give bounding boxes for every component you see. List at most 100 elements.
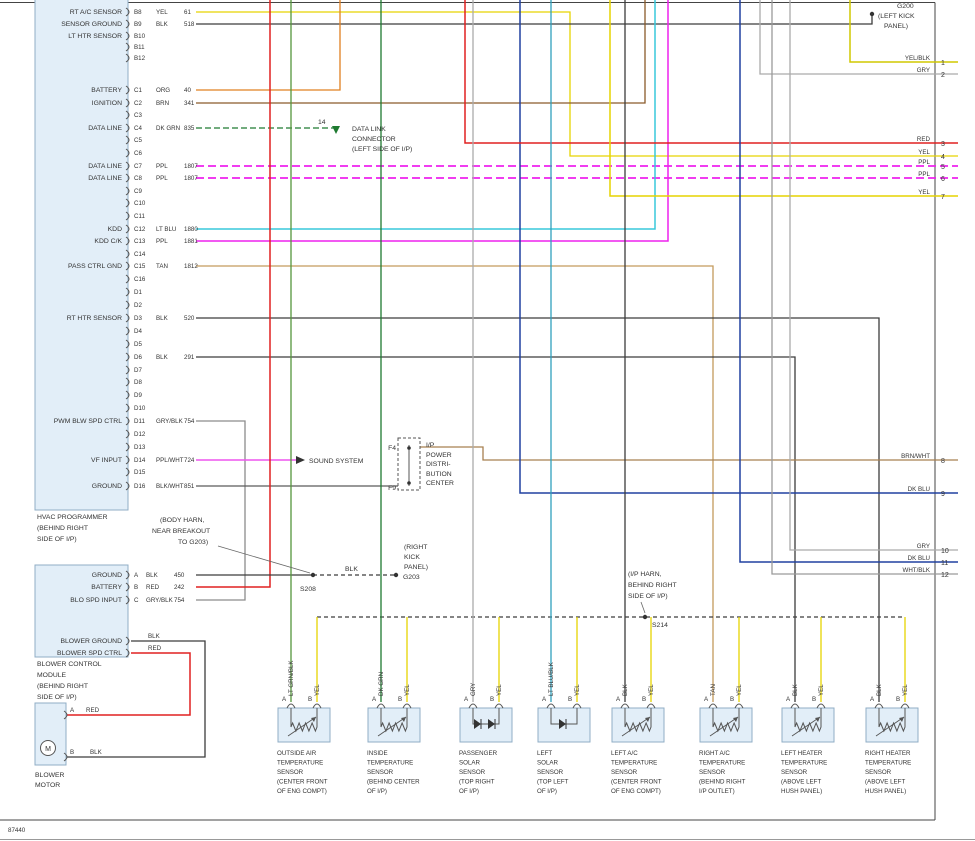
wire-color-label: DK GRN bbox=[378, 672, 385, 696]
thermistor-arrow-icon bbox=[287, 716, 317, 737]
pin-id: C9 bbox=[134, 188, 142, 195]
annotation-lines-2: SIDE OF I/P) bbox=[628, 593, 668, 600]
pin-bracket bbox=[125, 429, 130, 439]
arrowhead-icon bbox=[401, 717, 406, 722]
circuit-number: 851 bbox=[184, 483, 195, 490]
signal-label: KDD C/K bbox=[94, 238, 122, 245]
pin-id: C1 bbox=[134, 87, 142, 94]
signal-label: DATA LINE bbox=[88, 125, 122, 132]
sensor-label: OF I/P) bbox=[367, 788, 387, 795]
wire-color-label: PPL bbox=[156, 175, 168, 182]
wire-color-label: PPL/WHT bbox=[156, 457, 184, 464]
wire-color-label: YEL bbox=[574, 684, 581, 696]
circuit-number: 61 bbox=[184, 9, 191, 16]
wire-brn-wht bbox=[420, 446, 958, 461]
pin-id: D10 bbox=[134, 405, 146, 412]
stub-color-label: PPL bbox=[918, 159, 930, 166]
sensor-label: SENSOR bbox=[367, 769, 394, 776]
wire-gry bbox=[789, 0, 958, 551]
wire-yel-blk bbox=[849, 0, 958, 63]
power-distribution-center-box bbox=[397, 437, 421, 491]
annotation-label_lines-0: BLOWER bbox=[35, 772, 65, 779]
sensor-label: HUSH PANEL) bbox=[781, 788, 822, 795]
thermistor-arrow-icon bbox=[377, 716, 407, 737]
pin-bracket bbox=[125, 31, 130, 41]
annotation-lines-0: (BODY HARN, bbox=[160, 517, 205, 524]
pin-bracket bbox=[125, 287, 130, 297]
pin-bracket bbox=[125, 211, 130, 221]
circuit-number: 1807 bbox=[184, 175, 198, 182]
pin-bracket bbox=[125, 53, 130, 63]
pin-bracket bbox=[125, 148, 130, 158]
pin-bracket bbox=[125, 313, 130, 323]
stub-number: 8 bbox=[941, 458, 945, 465]
signal-label: GROUND bbox=[92, 483, 122, 490]
sensor-label: TEMPERATURE bbox=[611, 760, 657, 767]
wire-color-label: BLK bbox=[876, 683, 883, 696]
pin-id: C12 bbox=[134, 226, 146, 233]
pin-bracket bbox=[125, 186, 130, 196]
signal-label: BLOWER SPD CTRL bbox=[57, 650, 122, 657]
pin-bracket bbox=[125, 481, 130, 491]
pin-id: B bbox=[308, 696, 312, 703]
pin-id: C10 bbox=[134, 200, 146, 207]
arrowhead-icon bbox=[733, 717, 738, 722]
pin-bracket bbox=[125, 416, 130, 426]
pin-bracket bbox=[312, 703, 322, 709]
pin-bracket bbox=[125, 249, 130, 259]
stub-color-label: BRN/WHT bbox=[901, 453, 930, 460]
wire-blk bbox=[196, 356, 796, 702]
splice-s214-dot bbox=[642, 614, 648, 620]
sensor-label: (BEHIND CENTER bbox=[367, 779, 420, 786]
annotation-s214-label: S214 bbox=[652, 622, 668, 629]
annotation-lines-1: NEAR BREAKOUT bbox=[152, 528, 210, 535]
annotation-lines-0: G200 bbox=[897, 3, 914, 10]
annotation-lines-2: TO G203) bbox=[178, 539, 208, 546]
sensor-box bbox=[865, 707, 919, 743]
sensor-lead bbox=[472, 708, 500, 725]
diode-symbol bbox=[474, 719, 481, 729]
resistor-symbol bbox=[794, 708, 822, 733]
circuit-number: 450 bbox=[174, 572, 185, 579]
sensor-label: RIGHT A/C bbox=[699, 750, 730, 757]
wire-wht-blk bbox=[771, 0, 958, 575]
pin-id: A bbox=[704, 696, 709, 703]
stub-number: 3 bbox=[941, 141, 945, 148]
pin-id: A bbox=[464, 696, 469, 703]
annotation-sound_system-label: SOUND SYSTEM bbox=[309, 458, 364, 465]
pin-bracket bbox=[125, 7, 130, 17]
pin-bracket bbox=[125, 42, 130, 52]
motor-symbol bbox=[40, 740, 56, 756]
wire-color-label: RED bbox=[146, 584, 160, 591]
stub-number: 6 bbox=[941, 176, 945, 183]
annotation-lines-3: BUTION bbox=[426, 471, 452, 478]
wire-color-label: YEL bbox=[156, 9, 168, 16]
pin-bracket bbox=[125, 352, 130, 362]
wire-color-label: TAN bbox=[710, 684, 717, 696]
annotation-lines-1: POWER bbox=[426, 452, 452, 459]
resistor-symbol bbox=[712, 708, 740, 733]
stub-number: 1 bbox=[941, 60, 945, 67]
arrowhead-icon bbox=[311, 717, 316, 722]
pin-id: D5 bbox=[134, 341, 142, 348]
pin-bracket bbox=[125, 135, 130, 145]
signal-label: SENSOR GROUND bbox=[61, 21, 122, 28]
annotation-pdc-top: F4 bbox=[388, 445, 396, 452]
callout-line bbox=[640, 601, 646, 614]
annotation-lines-2: (LEFT SIDE OF I/P) bbox=[352, 146, 412, 153]
annotation-label_lines-1: (BEHIND RIGHT bbox=[37, 525, 88, 532]
sensor-label: OF I/P) bbox=[537, 788, 557, 795]
wire-color-label: YEL bbox=[818, 684, 825, 696]
annotation-lines-2: DISTRI- bbox=[426, 461, 451, 468]
pin-id: D6 bbox=[134, 354, 142, 361]
pin-bracket bbox=[125, 110, 130, 120]
motor-letter: M bbox=[45, 746, 51, 753]
pin-bracket bbox=[125, 377, 130, 387]
pin-id: D7 bbox=[134, 367, 142, 374]
signal-label: DATA LINE bbox=[88, 163, 122, 170]
stub-color-label: GRY bbox=[917, 67, 930, 74]
pin-id: D8 bbox=[134, 379, 142, 386]
wire-blk bbox=[196, 16, 873, 25]
pin-bracket bbox=[376, 703, 386, 709]
pin-id: C5 bbox=[134, 137, 142, 144]
